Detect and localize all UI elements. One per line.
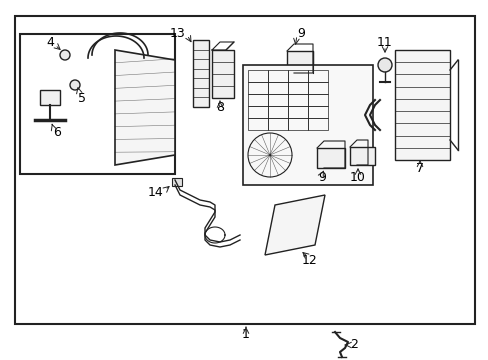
Text: 9: 9 <box>317 171 325 184</box>
Text: 8: 8 <box>216 100 224 113</box>
Bar <box>40 90 60 105</box>
Bar <box>267 82 287 94</box>
Bar <box>316 148 345 168</box>
Polygon shape <box>115 50 175 165</box>
Text: 7: 7 <box>415 162 423 175</box>
Text: 1: 1 <box>242 328 249 341</box>
Bar <box>307 106 327 118</box>
Polygon shape <box>264 195 325 255</box>
Bar <box>247 118 267 130</box>
Text: 9: 9 <box>296 27 304 40</box>
Text: 2: 2 <box>349 338 357 351</box>
Text: 12: 12 <box>302 253 317 266</box>
Circle shape <box>60 50 70 60</box>
Text: 11: 11 <box>376 36 392 49</box>
Bar <box>243 65 372 185</box>
Text: 14: 14 <box>147 185 163 198</box>
Bar <box>15 16 474 324</box>
Bar <box>286 51 312 73</box>
Bar <box>193 40 208 107</box>
Text: 5: 5 <box>78 91 86 104</box>
Circle shape <box>70 80 80 90</box>
Bar <box>247 94 267 106</box>
Bar <box>20 34 175 174</box>
Bar <box>287 82 307 94</box>
Bar <box>307 118 327 130</box>
Bar <box>267 118 287 130</box>
Bar <box>394 50 449 160</box>
Bar <box>267 94 287 106</box>
Bar <box>349 147 374 165</box>
Bar <box>307 94 327 106</box>
Bar <box>307 70 327 82</box>
Text: 6: 6 <box>53 126 61 139</box>
Bar <box>247 106 267 118</box>
Bar <box>287 94 307 106</box>
Bar <box>172 178 182 186</box>
Text: 4: 4 <box>46 36 54 49</box>
Bar <box>247 70 267 82</box>
Bar <box>267 106 287 118</box>
Bar <box>212 50 234 98</box>
Bar <box>287 106 307 118</box>
Bar <box>307 82 327 94</box>
Bar <box>267 70 287 82</box>
Bar <box>287 70 307 82</box>
Circle shape <box>377 58 391 72</box>
Text: 13: 13 <box>169 27 184 40</box>
Bar <box>247 82 267 94</box>
Bar <box>287 118 307 130</box>
Text: 10: 10 <box>349 171 365 184</box>
